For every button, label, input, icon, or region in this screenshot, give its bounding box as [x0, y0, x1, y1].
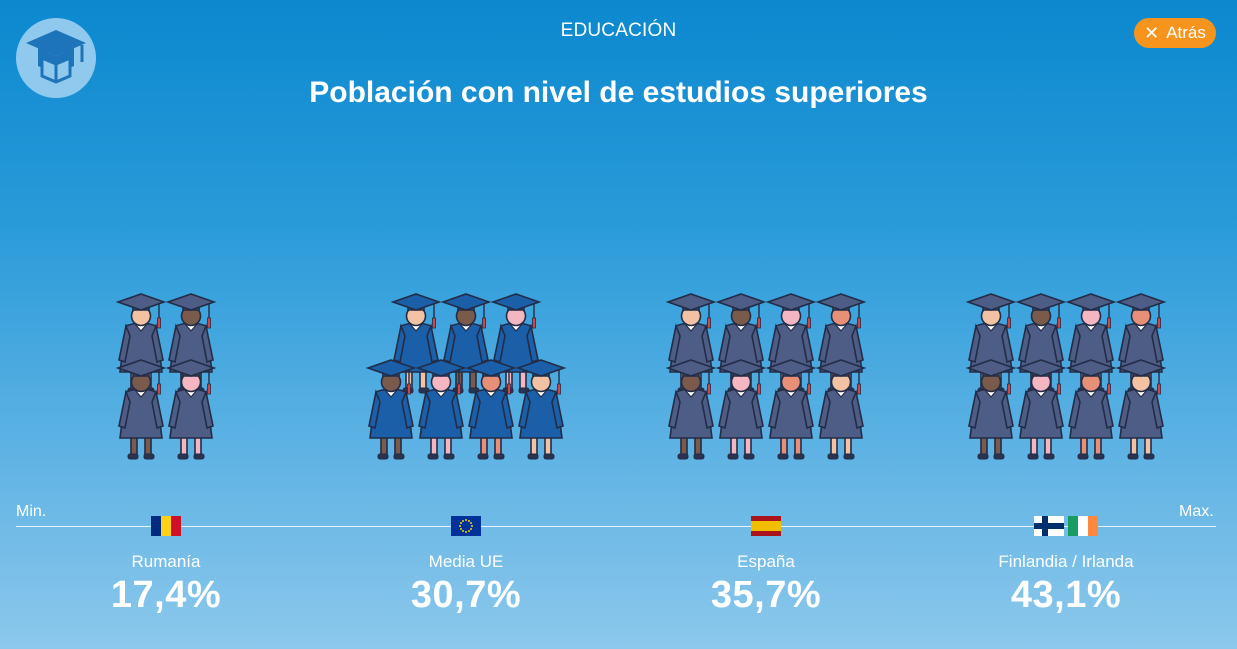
- flag-group: [346, 516, 586, 536]
- category-rumania: Rumanía 17,4%: [46, 516, 286, 617]
- graduate-figure-icon: [815, 359, 867, 460]
- graduate-figure-icon: [715, 293, 767, 394]
- graduation-cap-book-icon: [16, 18, 96, 98]
- category-value: 43,1%: [1010, 574, 1122, 616]
- category-espana: España 35,7%: [646, 516, 886, 617]
- eu-flag-icon: [451, 516, 481, 536]
- graduate-figure-icon: [490, 293, 542, 394]
- graduate-figure-icon: [365, 359, 417, 460]
- graduate-figure-icon: [1065, 359, 1117, 460]
- flag-group: [46, 516, 286, 536]
- graduate-figure-icon: [1115, 359, 1167, 460]
- graduate-figure-icon: [115, 359, 167, 460]
- pictogram-chart: [115, 293, 1167, 460]
- ireland-flag-icon: [1068, 516, 1098, 536]
- finland-flag-icon: [1034, 516, 1064, 536]
- graduate-figure-icon: [465, 359, 517, 460]
- category-finlandia-irlanda: Finlandia / Irlanda 43,1%: [946, 516, 1186, 617]
- category-value: 17,4%: [110, 574, 222, 616]
- category-media-ue: Media UE 30,7%: [346, 516, 586, 617]
- back-button-label: Atrás: [1166, 23, 1206, 42]
- spain-flag-icon: [751, 516, 781, 536]
- flag-group: [646, 516, 886, 536]
- close-icon: ✕: [1144, 23, 1160, 43]
- category-label: Media UE: [428, 552, 504, 571]
- graduate-figure-icon: [715, 359, 767, 460]
- graduate-figure-icon: [165, 359, 217, 460]
- category-value: 35,7%: [710, 574, 822, 616]
- graduate-figure-icon: [665, 359, 717, 460]
- category-label: Rumanía: [131, 552, 201, 571]
- axis-min-label: Min.: [16, 503, 47, 520]
- category-label: España: [737, 552, 795, 571]
- graduate-figure-icon: [1015, 359, 1067, 460]
- section-title: EDUCACIÓN: [560, 20, 677, 41]
- graduate-figure-icon: [415, 359, 467, 460]
- graduate-figure-icon: [765, 359, 817, 460]
- graduate-figure-icon: [515, 359, 567, 460]
- back-button[interactable]: ✕ Atrás: [1134, 18, 1216, 48]
- graduate-figure-icon: [965, 359, 1017, 460]
- axis-line: [16, 526, 1216, 527]
- chart-title: Población con nivel de estudios superior…: [309, 76, 928, 109]
- category-value: 30,7%: [410, 574, 522, 616]
- flag-group: [946, 516, 1186, 536]
- romania-flag-icon: [151, 516, 181, 536]
- category-label: Finlandia / Irlanda: [998, 552, 1134, 571]
- axis-max-label: Max.: [1179, 503, 1214, 520]
